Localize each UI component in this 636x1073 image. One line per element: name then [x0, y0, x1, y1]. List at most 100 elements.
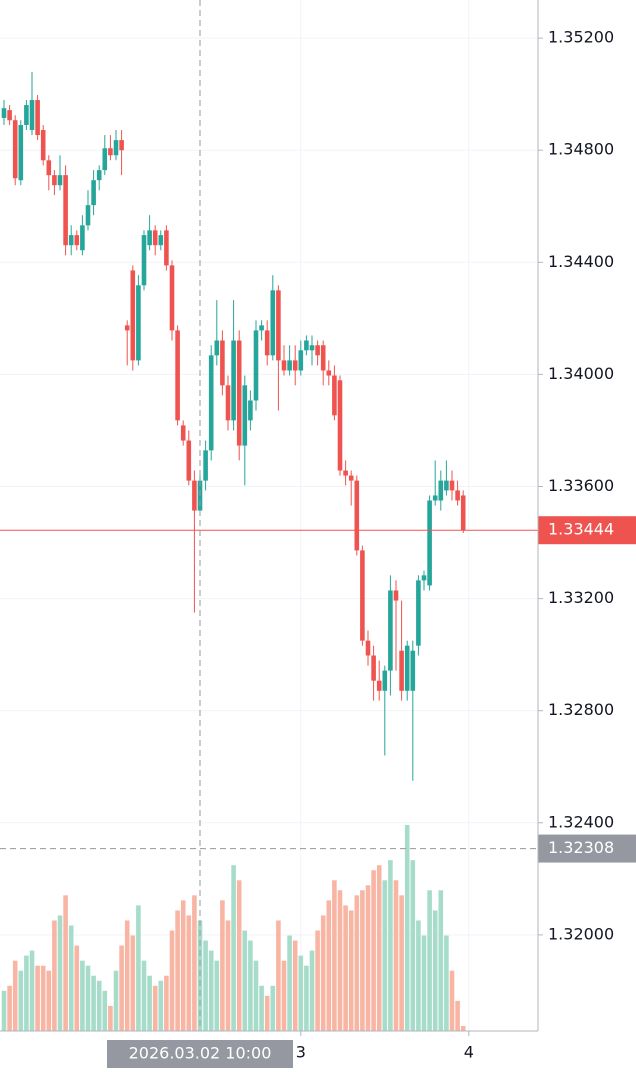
- candle-body: [242, 385, 248, 446]
- candle-body: [292, 360, 298, 371]
- volume-bar: [12, 960, 18, 1031]
- candle-body: [253, 330, 259, 401]
- volume-bar: [29, 950, 35, 1031]
- candle-body: [421, 575, 427, 581]
- candle-body: [309, 345, 315, 351]
- candle-body: [270, 290, 276, 356]
- volume-bar: [18, 970, 24, 1031]
- candle-body: [315, 345, 320, 356]
- volume-bar: [68, 925, 74, 1031]
- candle-body: [354, 480, 360, 551]
- volume-bar: [337, 890, 343, 1031]
- volume-bar: [376, 865, 382, 1031]
- volume-bar: [102, 990, 108, 1031]
- volume-bar: [348, 910, 354, 1031]
- candle-body: [455, 490, 460, 501]
- volume-bar: [393, 880, 399, 1031]
- candle-body: [68, 235, 74, 246]
- grid: [0, 0, 543, 1036]
- candle-body: [365, 640, 371, 656]
- candle-body: [186, 440, 192, 481]
- candle-body: [404, 645, 410, 691]
- candle-body: [130, 270, 136, 361]
- candle-body: [220, 340, 225, 386]
- candle-body: [287, 360, 292, 371]
- volume-pane: [1, 825, 466, 1031]
- volume-bar: [438, 890, 444, 1031]
- volume-bar: [80, 960, 85, 1031]
- candle-body: [35, 100, 40, 136]
- volume-bar: [152, 985, 158, 1031]
- candle-body: [208, 355, 214, 451]
- candle-body: [96, 170, 102, 181]
- volume-bar: [108, 1005, 113, 1031]
- candle-body: [102, 148, 108, 171]
- volume-bar: [427, 890, 432, 1031]
- volume-bar: [421, 935, 427, 1031]
- y-tick-label: 1.32000: [548, 924, 614, 943]
- candle-body: [343, 470, 348, 476]
- volume-bar: [264, 995, 270, 1031]
- candle-body: [74, 235, 80, 246]
- candle-body: [259, 325, 264, 331]
- candles: [1, 72, 466, 781]
- volume-bar: [113, 970, 119, 1031]
- volume-bar: [192, 895, 197, 1031]
- volume-bar: [304, 965, 309, 1031]
- candle-body: [332, 375, 337, 416]
- volume-bar: [119, 945, 124, 1031]
- candle-body: [108, 148, 113, 156]
- volume-bar: [460, 1025, 466, 1031]
- candle-body: [141, 235, 147, 286]
- candle-body: [12, 120, 18, 179]
- candle-body: [264, 330, 270, 356]
- volume-bar: [236, 880, 242, 1031]
- candle-body: [24, 105, 29, 125]
- volume-bar: [287, 935, 292, 1031]
- candle-body: [427, 500, 432, 586]
- volume-bar: [309, 950, 315, 1031]
- crosshair-time-badge: [107, 1040, 293, 1068]
- candle-body: [119, 140, 124, 151]
- volume-bar: [225, 920, 231, 1031]
- volume-bar: [158, 980, 164, 1031]
- candle-body: [180, 425, 186, 441]
- volume-bar: [449, 970, 455, 1031]
- candle-body: [460, 495, 466, 531]
- volume-bar: [1, 990, 7, 1031]
- volume-bar: [404, 825, 410, 1031]
- volume-bar: [52, 920, 57, 1031]
- y-tick-label: 1.32800: [548, 700, 614, 719]
- candle-body: [85, 205, 91, 226]
- volume-bar: [164, 975, 169, 1031]
- volume-bar: [315, 930, 320, 1031]
- y-tick-label: 1.33600: [548, 476, 614, 495]
- y-tick-label: 1.35200: [548, 28, 614, 47]
- volume-bar: [399, 895, 404, 1031]
- volume-bar: [332, 880, 337, 1031]
- candle-body: [438, 480, 444, 501]
- volume-bar: [91, 975, 96, 1031]
- candle-body: [136, 285, 141, 361]
- y-tick-label: 1.34800: [548, 140, 614, 159]
- candle-body: [432, 495, 438, 501]
- volume-bar: [382, 880, 388, 1031]
- volume-bar: [220, 900, 225, 1031]
- volume-bar: [444, 935, 449, 1031]
- candle-body: [399, 650, 404, 691]
- volume-bar: [24, 955, 29, 1031]
- volume-bar: [57, 915, 63, 1031]
- candle-body: [360, 550, 365, 641]
- volume-bar: [371, 870, 376, 1031]
- candle-body: [326, 370, 332, 376]
- volume-bar: [124, 920, 130, 1031]
- volume-bar: [147, 975, 152, 1031]
- last-price-label: 1.33444: [548, 520, 614, 539]
- candle-body: [304, 340, 309, 351]
- last-price-badge: [538, 516, 636, 545]
- volume-bar: [214, 960, 220, 1031]
- volume-bar: [203, 940, 208, 1031]
- volume-bar: [410, 860, 416, 1031]
- volume-bar: [276, 920, 281, 1031]
